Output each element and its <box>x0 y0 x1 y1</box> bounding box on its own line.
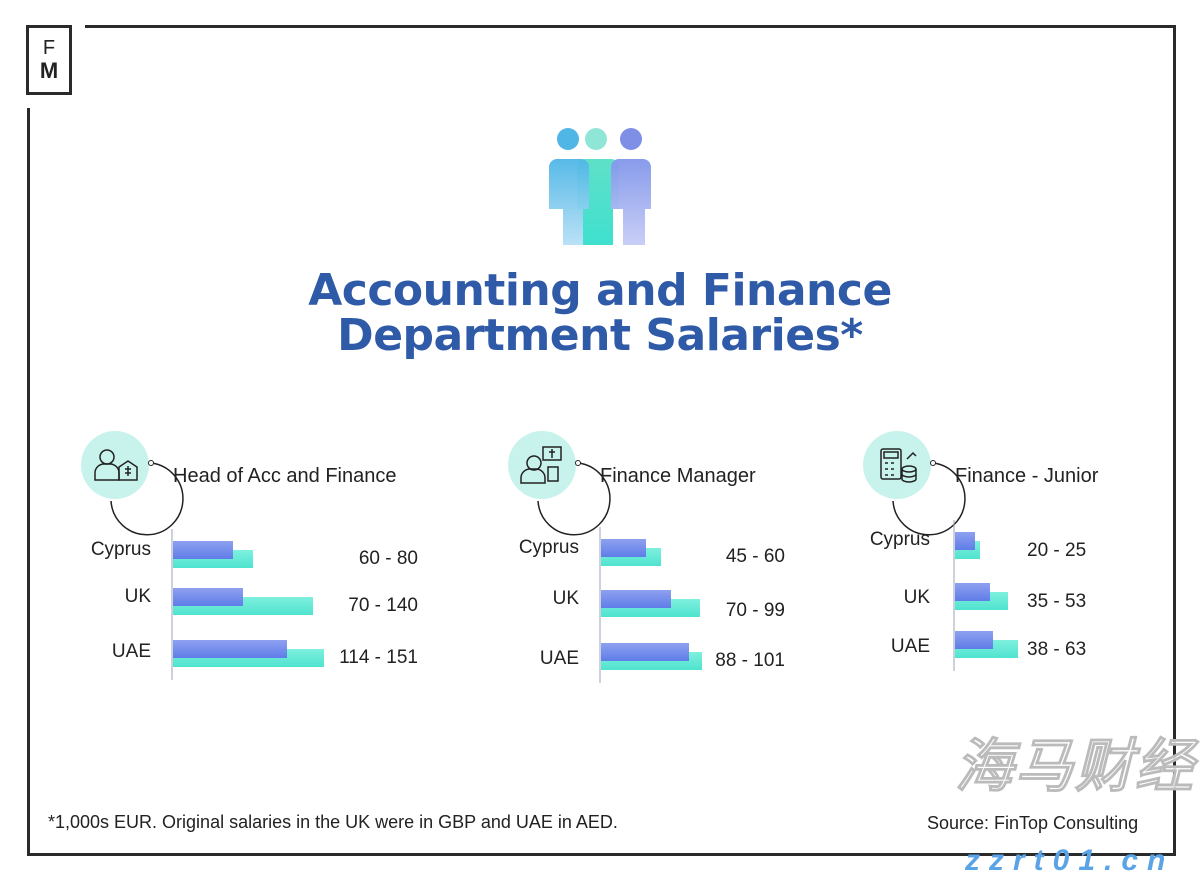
logo-letter-m: M <box>39 58 59 83</box>
chart-title: Finance Manager <box>600 465 756 487</box>
icon-arc <box>537 462 611 536</box>
data-label: 70 - 140 <box>348 595 418 616</box>
category-label: Cyprus <box>90 539 151 560</box>
watermark-url: zzrt01.cn <box>965 844 1175 877</box>
category-label: UAE <box>111 641 151 662</box>
icon-arc-dot <box>575 460 581 466</box>
chart-title: Head of Acc and Finance <box>173 465 397 487</box>
bar-min-uk <box>173 588 243 606</box>
category-label: UAE <box>890 636 930 657</box>
data-label: 20 - 25 <box>1027 540 1087 561</box>
bar-min-cyprus <box>173 541 233 559</box>
fm-logo: F M <box>26 25 72 95</box>
manager-presentation-icon <box>520 446 562 484</box>
icon-circle <box>508 431 576 499</box>
source-note: Source: FinTop Consulting <box>927 813 1139 833</box>
bar-min-uk <box>601 590 671 608</box>
data-label: 60 - 80 <box>358 548 418 569</box>
bar-min-uae <box>173 640 287 658</box>
data-label: 35 - 53 <box>1027 591 1087 612</box>
frame-border-right <box>1173 25 1176 856</box>
calculator-coins-icon <box>880 448 917 483</box>
icon-arc <box>110 462 184 536</box>
icon-arc-dot <box>148 460 154 466</box>
page-title: Accounting and Finance Department Salari… <box>0 268 1200 358</box>
footnote: *1,000s EUR. Original salaries in the UK… <box>48 812 618 832</box>
bar-min-cyprus <box>955 532 975 550</box>
watermark-text: 海马财经 <box>954 734 1196 799</box>
data-label: 38 - 63 <box>1027 639 1087 660</box>
chart-title: Finance - Junior <box>955 465 1099 487</box>
category-label: UK <box>552 588 579 609</box>
icon-arc-dot <box>930 460 936 466</box>
category-label: UK <box>903 587 930 608</box>
bar-min-cyprus <box>601 539 646 557</box>
category-label: UK <box>124 586 151 607</box>
category-label: UAE <box>539 648 579 669</box>
title-line-1: Accounting and Finance <box>308 265 892 316</box>
bar-min-uk <box>955 583 990 601</box>
data-label: 114 - 151 <box>339 647 418 668</box>
bar-min-uae <box>601 643 689 661</box>
frame-border-bottom <box>27 853 1176 856</box>
data-label: 88 - 101 <box>715 650 785 671</box>
bar-min-uae <box>955 631 993 649</box>
category-label: Cyprus <box>869 529 930 550</box>
category-label: Cyprus <box>518 537 579 558</box>
data-label: 70 - 99 <box>725 600 785 621</box>
data-label: 45 - 60 <box>725 546 785 567</box>
frame-border-left <box>27 108 30 856</box>
frame-border-top <box>85 25 1176 28</box>
manager-bank-icon <box>94 449 138 481</box>
logo-letter-f: F <box>42 37 56 59</box>
people-group-icon <box>549 128 651 245</box>
icon-circle <box>863 431 931 499</box>
title-line-2: Department Salaries* <box>337 310 863 361</box>
